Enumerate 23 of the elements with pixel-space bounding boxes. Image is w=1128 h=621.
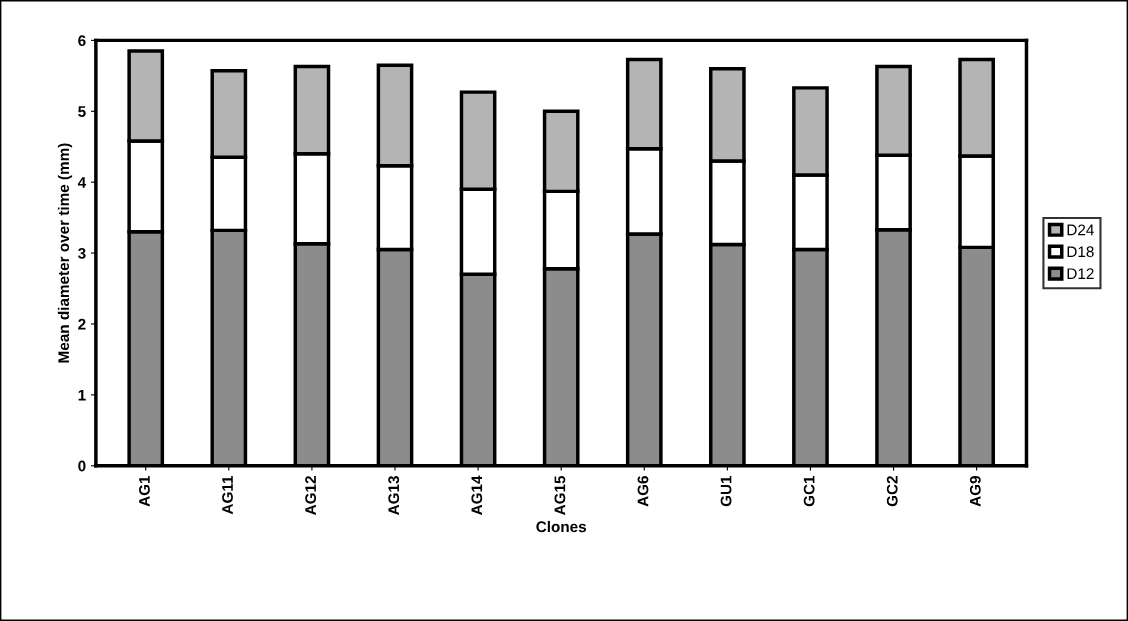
x-tick-label: GU1 bbox=[720, 475, 732, 507]
x-tick-label: AG15 bbox=[554, 475, 566, 515]
x-tick-label: AG14 bbox=[471, 475, 483, 515]
x-tick-label: GC2 bbox=[886, 476, 898, 507]
y-tick-label: 0 bbox=[78, 460, 86, 472]
x-tick-label: AG12 bbox=[305, 476, 317, 515]
x-tick-label: AG1 bbox=[139, 475, 150, 507]
x-tick-label: GC1 bbox=[803, 475, 815, 507]
x-tick-label: AG11 bbox=[222, 475, 233, 515]
x-tick-label: AG9 bbox=[969, 476, 981, 507]
legend-label: D24 bbox=[1067, 224, 1094, 236]
y-axis-title: Mean diameter over time (mm) bbox=[57, 143, 73, 363]
x-tick-label: AG13 bbox=[388, 476, 400, 515]
legend-label: D12 bbox=[1067, 268, 1094, 279]
y-tick-label: 6 bbox=[78, 35, 86, 47]
legend-label: D18 bbox=[1067, 246, 1094, 258]
x-tick-label: AG6 bbox=[637, 476, 649, 507]
y-tick-label: 5 bbox=[78, 106, 86, 117]
y-tick-label: 2 bbox=[78, 318, 86, 330]
x-axis-title: Clones bbox=[536, 520, 587, 533]
y-tick-label: 4 bbox=[77, 177, 87, 188]
y-tick-label: 1 bbox=[78, 389, 86, 401]
y-tick-label: 3 bbox=[78, 247, 86, 259]
